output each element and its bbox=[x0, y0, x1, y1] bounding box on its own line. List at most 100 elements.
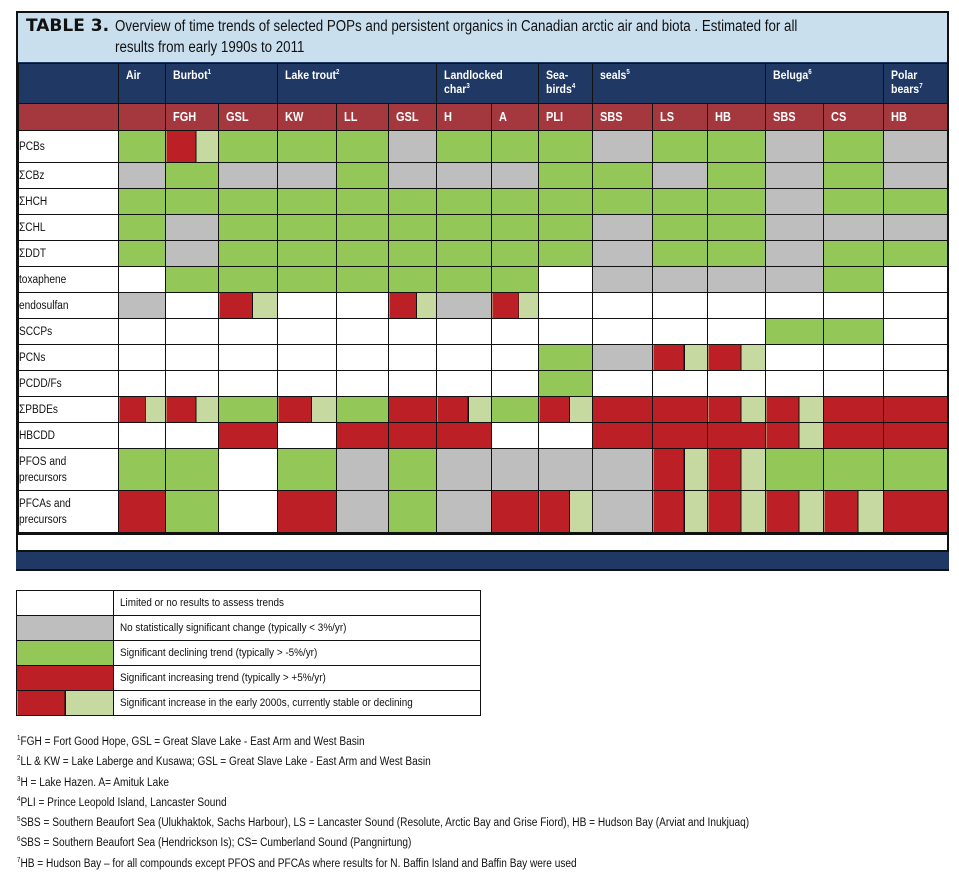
group-label: Burbot1 bbox=[173, 68, 211, 82]
table-row: toxaphene bbox=[18, 266, 949, 293]
trend-cell bbox=[707, 266, 767, 293]
legend-swatch bbox=[16, 690, 114, 716]
legend-swatch bbox=[16, 665, 114, 691]
trend-cell bbox=[883, 240, 949, 267]
trend-cell bbox=[491, 422, 540, 449]
compound-name: ΣHCH bbox=[19, 195, 48, 208]
trend-cell bbox=[652, 396, 709, 423]
trend-cell bbox=[883, 396, 949, 423]
legend-row: Significant declining trend (typically >… bbox=[16, 640, 481, 666]
table-row: HBCDD bbox=[18, 422, 949, 449]
trend-cell bbox=[765, 214, 825, 241]
trend-cell bbox=[652, 344, 709, 371]
footnote-number: 2 bbox=[17, 755, 21, 763]
footnote-number: 3 bbox=[17, 775, 21, 783]
legend-label: Limited or no results to assess trends bbox=[120, 597, 284, 609]
trend-cell bbox=[336, 448, 390, 491]
group-header-seals: seals5 bbox=[592, 63, 767, 104]
trend-cell bbox=[336, 370, 390, 397]
trend-cell bbox=[823, 292, 885, 319]
trend-cell bbox=[388, 318, 438, 345]
footnote-number: 6 bbox=[17, 836, 21, 844]
legend-text: Limited or no results to assess trends bbox=[113, 590, 481, 616]
trend-cell bbox=[707, 162, 767, 189]
compound-name: ΣPBDEs bbox=[19, 403, 58, 416]
footnote-number: 4 bbox=[17, 796, 21, 804]
trend-cell bbox=[336, 490, 390, 533]
trend-cell bbox=[707, 318, 767, 345]
footnote: 6SBS = Southern Beaufort Sea (Hendrickso… bbox=[17, 833, 947, 853]
trend-cell bbox=[592, 188, 654, 215]
group-label: Beluga6 bbox=[773, 68, 812, 82]
trend-cell bbox=[336, 292, 390, 319]
group-name: Lake trout bbox=[285, 68, 337, 82]
legend-label: Significant increasing trend (typically … bbox=[120, 672, 326, 684]
legend-text: Significant increasing trend (typically … bbox=[113, 665, 481, 691]
table-row: ΣPBDEs bbox=[18, 396, 949, 423]
trend-cell bbox=[491, 162, 540, 189]
group-header-sea-birds: Sea-birds4 bbox=[538, 63, 594, 104]
trend-cell bbox=[652, 266, 709, 293]
footnote-content: 1FGH = Fort Good Hope, GSL = Great Slave… bbox=[17, 732, 365, 752]
site-code: GSL bbox=[226, 110, 249, 124]
trend-cell bbox=[165, 422, 219, 449]
trend-cell bbox=[118, 422, 166, 449]
legend-row: Limited or no results to assess trends bbox=[16, 590, 481, 616]
trend-cell bbox=[277, 422, 338, 449]
trend-cell bbox=[491, 370, 540, 397]
site-code: FGH bbox=[173, 110, 197, 124]
compound-name: PFCAs and precursors bbox=[19, 497, 71, 526]
group-label: Landlocked char3 bbox=[444, 68, 527, 96]
trend-cell bbox=[388, 188, 438, 215]
table-row: PFCAs and precursors bbox=[18, 490, 949, 533]
group-name: Landlocked char bbox=[444, 68, 503, 96]
site-code: SBS bbox=[600, 110, 623, 124]
corner-blank bbox=[18, 103, 119, 131]
table-row: PCDD/Fs bbox=[18, 370, 949, 397]
trend-cell bbox=[436, 188, 493, 215]
trend-cell bbox=[388, 396, 438, 423]
trend-cell bbox=[277, 240, 338, 267]
trend-cell bbox=[118, 188, 166, 215]
trend-cell bbox=[436, 422, 493, 449]
trend-cell bbox=[491, 448, 540, 491]
legend-label: Significant declining trend (typically >… bbox=[120, 647, 318, 659]
trend-cell bbox=[538, 214, 594, 241]
trend-cell bbox=[277, 370, 338, 397]
footnote-number: 7 bbox=[17, 856, 21, 864]
legend-swatch bbox=[16, 590, 114, 616]
compound-label: ΣCHL bbox=[18, 214, 119, 241]
trend-cell bbox=[538, 422, 594, 449]
trend-cell bbox=[652, 370, 709, 397]
trend-cell bbox=[217, 490, 279, 533]
site-code: KW bbox=[285, 110, 304, 124]
trend-cell bbox=[592, 162, 654, 189]
trend-cell bbox=[823, 490, 885, 533]
footnote-text: LL & KW = Lake Laberge and Kusawa; GSL =… bbox=[20, 756, 431, 769]
corner-blank bbox=[18, 63, 119, 104]
footnote-text: SBS = Southern Beaufort Sea (Hendrickson… bbox=[20, 837, 412, 850]
group-header-lake-trout: Lake trout2 bbox=[277, 63, 438, 104]
trend-cell bbox=[118, 240, 166, 267]
site-code: LL bbox=[344, 110, 358, 124]
trend-cell bbox=[823, 188, 885, 215]
trend-cell bbox=[592, 490, 654, 533]
trend-cell bbox=[388, 370, 438, 397]
trend-cell bbox=[538, 448, 594, 491]
table-row: PCBs bbox=[18, 130, 949, 163]
trend-cell bbox=[652, 130, 709, 163]
trend-cell bbox=[538, 490, 594, 533]
trend-cell bbox=[765, 130, 825, 163]
trend-cell bbox=[652, 490, 709, 533]
trend-cell bbox=[277, 188, 338, 215]
site-header-blank bbox=[118, 103, 166, 131]
footnote-content: 7HB = Hudson Bay – for all compounds exc… bbox=[17, 854, 577, 874]
trend-cell bbox=[165, 318, 219, 345]
trend-cell bbox=[388, 240, 438, 267]
compound-label: ΣCBz bbox=[18, 162, 119, 189]
compound-label: SCCPs bbox=[18, 318, 119, 345]
trend-cell bbox=[592, 370, 654, 397]
trend-cell bbox=[388, 214, 438, 241]
trend-cell bbox=[436, 130, 493, 163]
site-header-kw: KW bbox=[277, 103, 338, 131]
